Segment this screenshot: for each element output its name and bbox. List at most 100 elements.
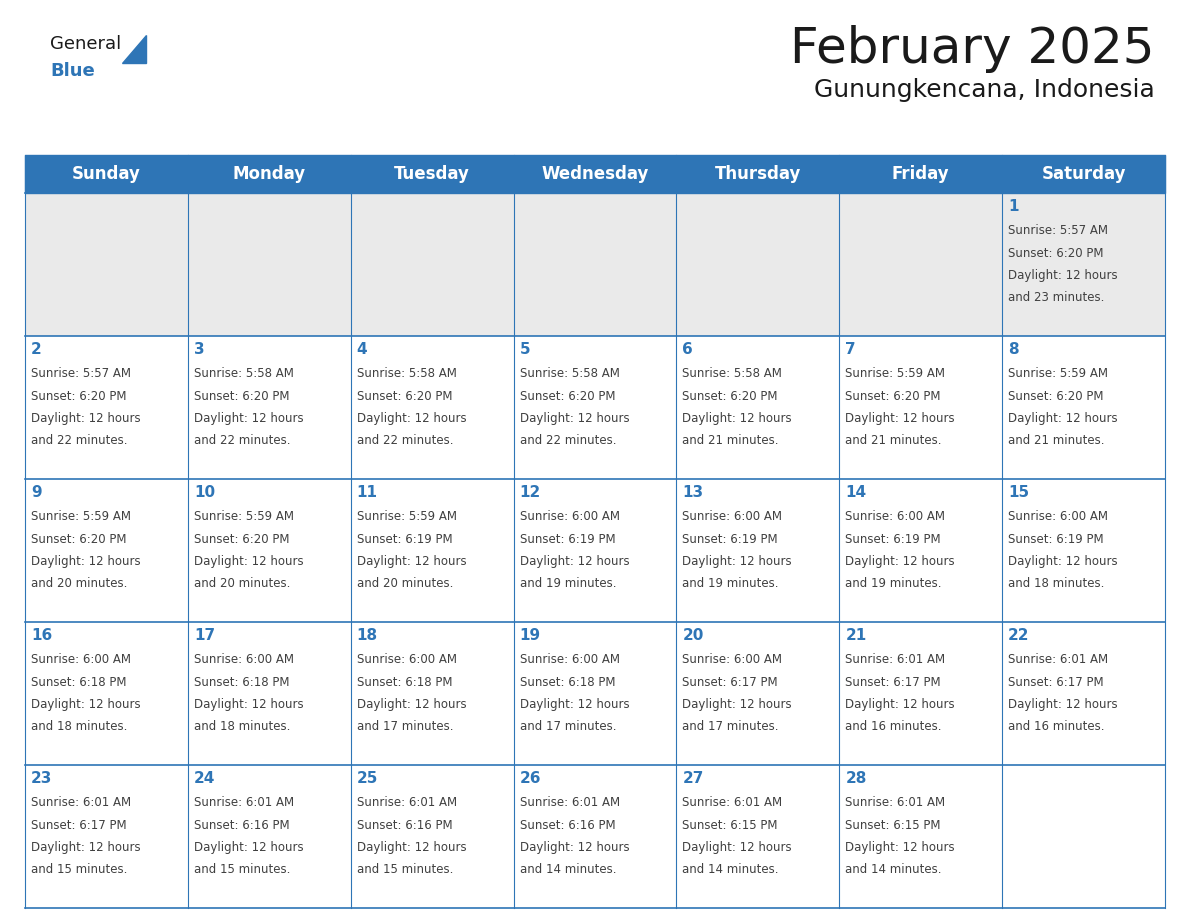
Text: Sunset: 6:20 PM: Sunset: 6:20 PM — [519, 389, 615, 403]
Text: 21: 21 — [846, 628, 866, 643]
Text: Daylight: 12 hours: Daylight: 12 hours — [1009, 698, 1118, 711]
Text: Sunset: 6:17 PM: Sunset: 6:17 PM — [1009, 676, 1104, 688]
Text: Sunrise: 6:01 AM: Sunrise: 6:01 AM — [31, 797, 131, 810]
Text: 1: 1 — [1009, 199, 1018, 214]
Bar — [839, 479, 1003, 622]
Text: 13: 13 — [682, 485, 703, 500]
Text: 12: 12 — [519, 485, 541, 500]
Text: 28: 28 — [846, 771, 867, 786]
Text: Daylight: 12 hours: Daylight: 12 hours — [31, 412, 140, 425]
Polygon shape — [122, 35, 146, 63]
Text: Sunrise: 6:01 AM: Sunrise: 6:01 AM — [846, 654, 946, 666]
Text: and 22 minutes.: and 22 minutes. — [356, 434, 453, 447]
Text: and 17 minutes.: and 17 minutes. — [682, 720, 779, 733]
Text: Daylight: 12 hours: Daylight: 12 hours — [1009, 269, 1118, 282]
Text: Sunset: 6:20 PM: Sunset: 6:20 PM — [31, 532, 126, 545]
Bar — [676, 336, 839, 479]
Bar — [1003, 622, 1165, 765]
Text: Daylight: 12 hours: Daylight: 12 hours — [519, 841, 630, 854]
Text: and 21 minutes.: and 21 minutes. — [846, 434, 942, 447]
Text: Sunrise: 6:01 AM: Sunrise: 6:01 AM — [519, 797, 620, 810]
Bar — [513, 193, 676, 336]
Bar — [25, 622, 188, 765]
Text: Sunset: 6:20 PM: Sunset: 6:20 PM — [194, 532, 290, 545]
Text: Sunrise: 5:58 AM: Sunrise: 5:58 AM — [356, 367, 456, 380]
Text: Sunrise: 6:00 AM: Sunrise: 6:00 AM — [682, 654, 783, 666]
Text: 26: 26 — [519, 771, 541, 786]
Text: Sunrise: 5:57 AM: Sunrise: 5:57 AM — [31, 367, 131, 380]
Text: and 15 minutes.: and 15 minutes. — [356, 863, 453, 876]
Text: Sunset: 6:20 PM: Sunset: 6:20 PM — [846, 389, 941, 403]
Bar — [1003, 479, 1165, 622]
Text: 10: 10 — [194, 485, 215, 500]
Text: Sunset: 6:20 PM: Sunset: 6:20 PM — [31, 389, 126, 403]
Text: Daylight: 12 hours: Daylight: 12 hours — [846, 841, 955, 854]
Text: Sunrise: 5:59 AM: Sunrise: 5:59 AM — [356, 510, 456, 523]
Text: and 17 minutes.: and 17 minutes. — [356, 720, 453, 733]
Text: Sunrise: 5:59 AM: Sunrise: 5:59 AM — [846, 367, 946, 380]
Text: 9: 9 — [31, 485, 42, 500]
Text: Daylight: 12 hours: Daylight: 12 hours — [194, 841, 303, 854]
Text: 16: 16 — [31, 628, 52, 643]
Text: Daylight: 12 hours: Daylight: 12 hours — [519, 412, 630, 425]
Text: and 20 minutes.: and 20 minutes. — [31, 577, 127, 590]
Text: Blue: Blue — [50, 62, 95, 80]
Text: Wednesday: Wednesday — [542, 165, 649, 183]
Text: Sunset: 6:17 PM: Sunset: 6:17 PM — [31, 819, 127, 832]
Text: Tuesday: Tuesday — [394, 165, 470, 183]
Bar — [513, 479, 676, 622]
Text: Sunrise: 5:59 AM: Sunrise: 5:59 AM — [194, 510, 293, 523]
Text: and 22 minutes.: and 22 minutes. — [31, 434, 127, 447]
Text: 7: 7 — [846, 342, 855, 357]
Text: Sunrise: 5:58 AM: Sunrise: 5:58 AM — [519, 367, 619, 380]
Bar — [1003, 336, 1165, 479]
Text: 11: 11 — [356, 485, 378, 500]
Text: and 23 minutes.: and 23 minutes. — [1009, 291, 1105, 304]
Text: 3: 3 — [194, 342, 204, 357]
Bar — [350, 479, 513, 622]
Text: Sunrise: 6:00 AM: Sunrise: 6:00 AM — [194, 654, 293, 666]
Text: and 14 minutes.: and 14 minutes. — [846, 863, 942, 876]
Bar — [25, 155, 1165, 193]
Text: Sunrise: 5:57 AM: Sunrise: 5:57 AM — [1009, 225, 1108, 238]
Bar — [350, 193, 513, 336]
Text: and 21 minutes.: and 21 minutes. — [682, 434, 779, 447]
Text: Sunset: 6:16 PM: Sunset: 6:16 PM — [356, 819, 453, 832]
Bar — [188, 336, 350, 479]
Text: General: General — [50, 35, 121, 53]
Text: 24: 24 — [194, 771, 215, 786]
Text: Sunset: 6:15 PM: Sunset: 6:15 PM — [846, 819, 941, 832]
Text: Sunrise: 5:59 AM: Sunrise: 5:59 AM — [1009, 367, 1108, 380]
Text: Sunset: 6:20 PM: Sunset: 6:20 PM — [194, 389, 290, 403]
Bar — [513, 765, 676, 908]
Text: Daylight: 12 hours: Daylight: 12 hours — [682, 554, 792, 568]
Text: Sunset: 6:18 PM: Sunset: 6:18 PM — [31, 676, 126, 688]
Text: Sunrise: 5:59 AM: Sunrise: 5:59 AM — [31, 510, 131, 523]
Text: and 19 minutes.: and 19 minutes. — [846, 577, 942, 590]
Bar — [1003, 193, 1165, 336]
Text: Sunset: 6:20 PM: Sunset: 6:20 PM — [682, 389, 778, 403]
Text: Sunrise: 5:58 AM: Sunrise: 5:58 AM — [682, 367, 783, 380]
Text: Friday: Friday — [892, 165, 949, 183]
Bar — [25, 765, 188, 908]
Text: Gunungkencana, Indonesia: Gunungkencana, Indonesia — [814, 78, 1155, 102]
Bar — [350, 622, 513, 765]
Text: Sunset: 6:15 PM: Sunset: 6:15 PM — [682, 819, 778, 832]
Text: Daylight: 12 hours: Daylight: 12 hours — [682, 841, 792, 854]
Bar — [188, 193, 350, 336]
Text: Daylight: 12 hours: Daylight: 12 hours — [846, 412, 955, 425]
Text: Sunrise: 6:01 AM: Sunrise: 6:01 AM — [682, 797, 783, 810]
Text: Sunrise: 6:00 AM: Sunrise: 6:00 AM — [356, 654, 456, 666]
Text: Sunset: 6:18 PM: Sunset: 6:18 PM — [519, 676, 615, 688]
Text: Sunrise: 6:00 AM: Sunrise: 6:00 AM — [1009, 510, 1108, 523]
Text: Saturday: Saturday — [1042, 165, 1126, 183]
Bar — [25, 193, 188, 336]
Text: Daylight: 12 hours: Daylight: 12 hours — [682, 698, 792, 711]
Text: Sunset: 6:20 PM: Sunset: 6:20 PM — [356, 389, 453, 403]
Bar — [839, 193, 1003, 336]
Text: Daylight: 12 hours: Daylight: 12 hours — [1009, 412, 1118, 425]
Text: 17: 17 — [194, 628, 215, 643]
Text: 25: 25 — [356, 771, 378, 786]
Text: Sunset: 6:19 PM: Sunset: 6:19 PM — [356, 532, 453, 545]
Text: Sunrise: 6:01 AM: Sunrise: 6:01 AM — [846, 797, 946, 810]
